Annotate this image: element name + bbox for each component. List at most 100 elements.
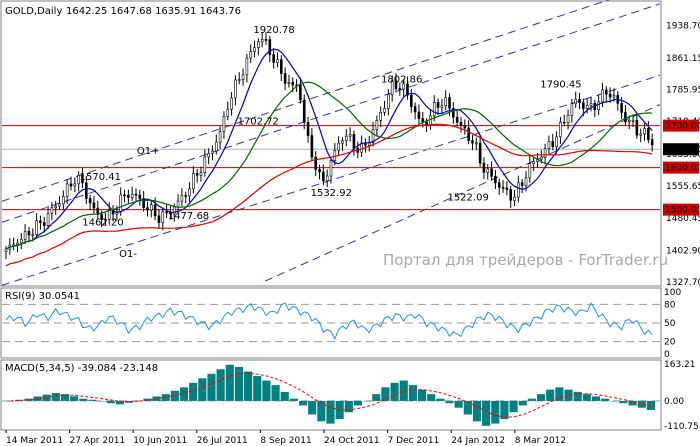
candle-body [180,195,184,202]
channel-line [1,0,610,202]
candle-body [207,153,210,158]
rsi-title: RSI(9) 30.0541 [5,291,80,302]
candle-body [562,121,566,124]
candle-body [184,195,188,197]
macd-signal-line [10,372,652,418]
candle-body [647,128,650,140]
macd-histogram-bar [326,400,335,424]
macd-histogram-bar [106,400,115,404]
macd-histogram-bar [427,394,436,401]
macd-histogram-bar [143,398,152,401]
candle-body [88,198,92,204]
macd-histogram-bar [518,400,527,406]
macd-histogram-bar [372,394,381,401]
macd-axis-label: -110.751 [664,422,700,432]
price-tick-label: 1861.15 [666,54,700,64]
candle-body [471,140,474,144]
candle-body [409,94,413,107]
candle-body [329,160,333,177]
level-tag-label: 1700.00 [665,122,700,132]
candle-body [612,95,616,98]
price-annotation: O1- [119,249,137,260]
macd-histogram-bar [79,398,88,401]
macd-histogram-bar [482,400,491,426]
macd-histogram-bar [115,400,125,405]
candle-body [524,177,528,186]
candle-body [566,115,570,123]
price-annotation: 1477.68 [168,211,209,222]
candle-body [513,196,516,201]
macd-histogram-bar [527,398,536,401]
candle-body [226,108,230,117]
candle-body [371,129,375,143]
candle-body [119,194,123,213]
price-annotation: 1570.41 [80,172,121,183]
candle-body [601,89,604,103]
candle-body [551,141,555,148]
candle-body [452,108,455,118]
rsi-axis-label: 20 [664,338,676,348]
macd-histogram-bar [381,387,390,401]
candle-body [234,79,237,99]
candle-body [643,128,646,135]
rsi-line [5,302,653,340]
candle-body [127,194,130,198]
candle-body [104,219,107,221]
candle-body [589,103,593,106]
candle-body [325,175,329,182]
candle-body [203,156,207,173]
macd-histogram-bar [179,387,189,401]
candle-body [149,204,153,211]
candle-body [543,148,547,158]
candle-body [559,121,562,138]
candle-body [130,193,134,198]
candle-body [379,112,383,121]
macd-histogram-bar [417,389,427,401]
macd-histogram-bar [134,400,143,402]
macd-histogram-bar [60,394,70,401]
macd-histogram-bar [225,364,234,401]
candle-body [138,194,142,199]
candle-body [509,189,513,201]
candle-body [58,203,61,207]
macd-histogram-bar [628,400,637,406]
candle-body [153,204,157,217]
macd-histogram-bar [408,385,417,401]
macd-histogram-bar [399,380,408,401]
candle-body [27,231,31,236]
candle-body [608,93,612,98]
candle-body [92,202,96,209]
candle-body [214,141,218,152]
price-annotation: 1522.09 [447,192,488,203]
macd-histogram-bar [610,400,619,402]
time-tick-label: 8 Sep 2011 [260,436,311,446]
macd-histogram-bar [6,400,15,402]
macd-panel-frame [0,359,662,431]
candle-body [211,150,214,154]
price-annotation: 1532.92 [311,188,352,199]
macd-plot: 163.21 0.00 -110.751 [2,360,700,432]
macd-histogram-bar [15,399,24,401]
candle-body [77,174,80,185]
candle-body [486,168,490,173]
candle-body [322,171,325,182]
ma-slow-line [5,123,653,267]
macd-histogram-bar [289,398,298,401]
candle-body [624,112,627,123]
candle-body [528,163,532,179]
rsi-axis-label: 80 [664,300,676,310]
candle-body [230,97,233,110]
candle-body [650,139,654,146]
candle-body [582,102,585,109]
macd-axis-label: 163.21 [664,360,696,370]
candle-body [402,83,405,90]
candle-body [337,142,340,151]
candle-body [333,149,337,161]
macd-histogram-bar [509,400,518,413]
candle-body [348,134,352,137]
candle-body [432,101,436,117]
macd-histogram-bar [125,400,134,403]
candle-body [165,211,168,214]
level-tag [663,203,699,216]
